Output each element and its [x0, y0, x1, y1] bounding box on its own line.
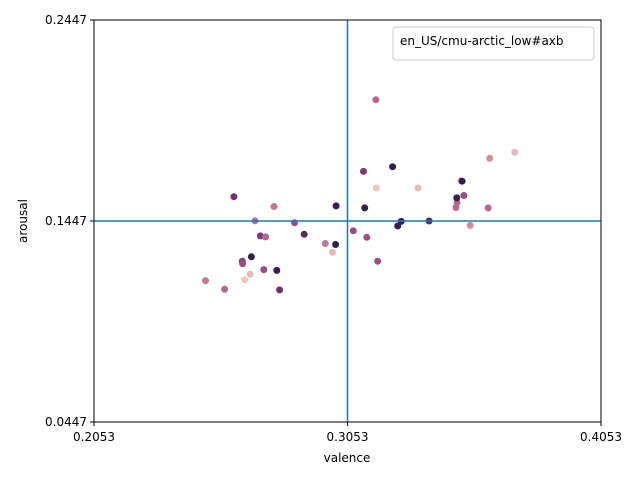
y-tick-label: 0.1447: [45, 214, 87, 228]
data-point: [394, 222, 402, 230]
data-point: [372, 184, 380, 192]
data-point: [466, 221, 474, 229]
data-point: [241, 276, 249, 284]
data-point: [486, 154, 494, 162]
x-axis-label: valence: [324, 451, 371, 465]
data-point: [239, 260, 247, 268]
data-point: [360, 167, 367, 175]
data-point: [262, 233, 270, 241]
data-point: [273, 266, 281, 274]
data-point: [247, 253, 255, 261]
y-tick-label: 0.2447: [45, 13, 87, 27]
legend-entry: en_US/cmu-arctic_low#axb: [400, 34, 564, 48]
data-point: [349, 227, 357, 235]
legend: en_US/cmu-arctic_low#axb: [392, 26, 595, 61]
data-point: [458, 177, 466, 185]
data-point: [414, 184, 422, 192]
data-point: [460, 192, 468, 199]
legend-box: [392, 26, 595, 61]
data-point: [230, 193, 238, 201]
data-point: [256, 232, 264, 240]
data-point: [221, 285, 229, 293]
data-point: [321, 240, 329, 247]
y-tick-label: 0.0447: [45, 415, 87, 429]
data-point: [453, 194, 461, 202]
data-point: [511, 148, 519, 156]
data-point: [202, 277, 209, 285]
data-points: [202, 96, 519, 294]
x-tick-label: 0.2053: [73, 430, 115, 444]
axis-ticks: 0.2053 0.3053 0.4053 0.0447 0.1447 0.2447: [45, 13, 622, 444]
data-point: [484, 204, 492, 212]
data-point: [452, 204, 460, 211]
y-axis-label: arousal: [16, 199, 30, 243]
data-point: [374, 257, 382, 265]
data-point: [270, 203, 278, 210]
data-point: [332, 202, 340, 210]
data-point: [361, 204, 369, 212]
reference-lines: [94, 20, 601, 422]
data-point: [300, 230, 308, 238]
data-point: [329, 248, 336, 256]
data-point: [260, 266, 268, 274]
data-point: [389, 163, 397, 171]
x-tick-label: 0.4053: [580, 430, 622, 444]
data-point: [372, 96, 380, 104]
data-point: [276, 286, 284, 294]
data-point: [363, 233, 371, 241]
data-point: [246, 270, 254, 278]
data-point: [332, 241, 340, 248]
x-tick-label: 0.3053: [327, 430, 369, 444]
